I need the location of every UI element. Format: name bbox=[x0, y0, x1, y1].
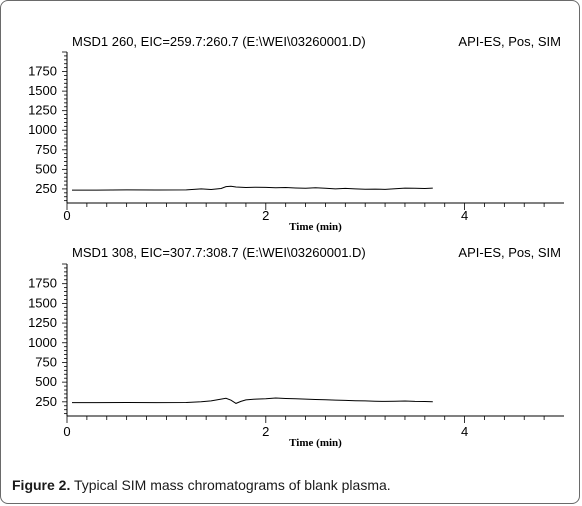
x-axis-label: Time (min) bbox=[289, 221, 342, 233]
y-tick-label: 1000 bbox=[28, 335, 57, 350]
x-tick-label: 4 bbox=[461, 424, 468, 439]
x-tick-label: 0 bbox=[63, 424, 70, 439]
y-tick-label: 250 bbox=[35, 181, 57, 196]
panel-title-right: API-ES, Pos, SIM bbox=[458, 245, 561, 260]
y-tick-label: 1750 bbox=[28, 276, 57, 291]
panel-title-left: MSD1 308, EIC=307.7:308.7 (E:\WEI\032600… bbox=[72, 245, 366, 260]
y-tick-label: 1250 bbox=[28, 315, 57, 330]
y-tick-label: 500 bbox=[35, 374, 57, 389]
caption-text: Typical SIM mass chromatograms of blank … bbox=[70, 477, 391, 493]
chromatogram-panel-1: MSD1 260, EIC=259.7:260.7 (E:\WEI\032600… bbox=[28, 34, 564, 233]
y-tick-label: 750 bbox=[35, 142, 57, 157]
x-tick-label: 4 bbox=[461, 208, 468, 223]
y-tick-label: 750 bbox=[35, 354, 57, 369]
y-tick-label: 1250 bbox=[28, 103, 57, 118]
figure-caption: Figure 2. Typical SIM mass chromatograms… bbox=[12, 477, 572, 493]
x-axis-label: Time (min) bbox=[289, 437, 342, 449]
caption-label: Figure 2. bbox=[12, 477, 71, 493]
y-tick-label: 1750 bbox=[28, 64, 57, 79]
y-tick-label: 500 bbox=[35, 161, 57, 176]
panel-title-right: API-ES, Pos, SIM bbox=[458, 34, 561, 49]
panel-title-left: MSD1 260, EIC=259.7:260.7 (E:\WEI\032600… bbox=[72, 34, 366, 49]
x-tick-label: 2 bbox=[262, 208, 269, 223]
chromatogram-trace-line bbox=[72, 397, 433, 404]
y-tick-label: 250 bbox=[35, 394, 57, 409]
chromatogram-trace-line bbox=[72, 185, 433, 191]
y-tick-label: 1500 bbox=[28, 83, 57, 98]
chromatogram-panel-2: MSD1 308, EIC=307.7:308.7 (E:\WEI\032600… bbox=[28, 245, 564, 449]
y-tick-label: 1000 bbox=[28, 122, 57, 137]
x-tick-label: 0 bbox=[63, 208, 70, 223]
y-tick-label: 1500 bbox=[28, 295, 57, 310]
x-tick-label: 2 bbox=[262, 424, 269, 439]
